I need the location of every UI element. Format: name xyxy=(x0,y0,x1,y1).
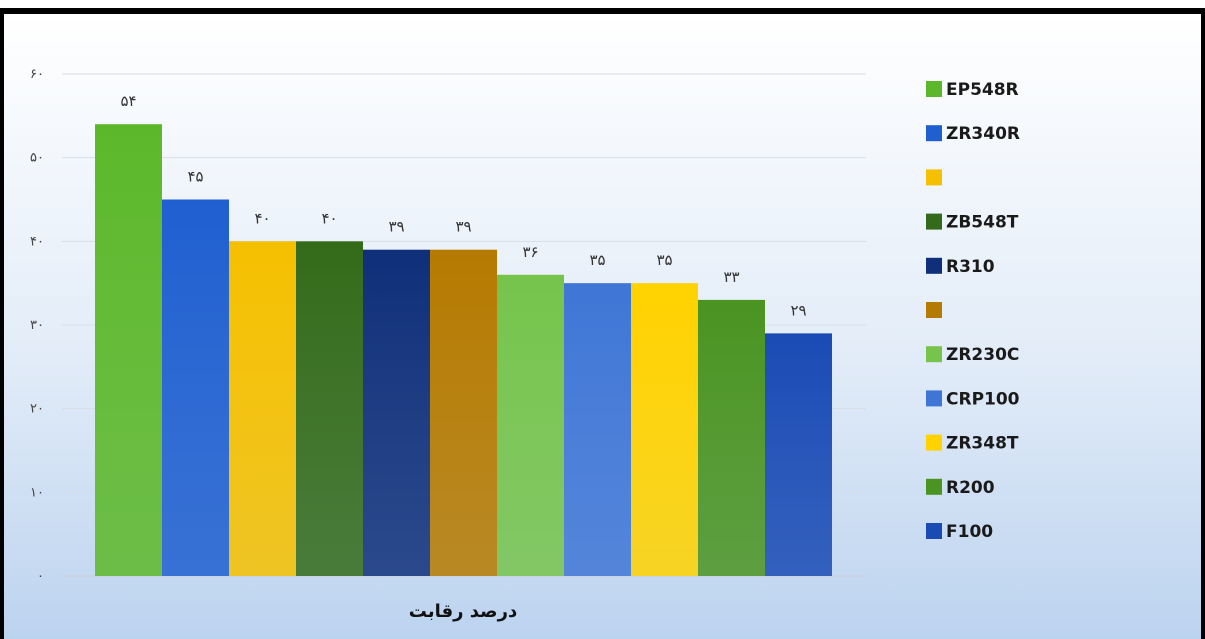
data-label: ۳۹ xyxy=(388,218,404,236)
data-label: ۴۵ xyxy=(187,168,203,186)
legend-entry: R200 xyxy=(946,478,995,498)
bar xyxy=(564,283,631,576)
bar xyxy=(296,241,363,577)
data-label: ۵۴ xyxy=(120,92,136,110)
legend-entry: CRP100 xyxy=(946,389,1020,409)
chart: ۰ ۱۰ ۲۰ ۳۰ ۴۰ ۵۰ ۶۰ ۵۴ ۴۵ ۴۰ ۴۰ ۳۹ ۳۹ ۳۶ ۳۵ ۳۵ ۳۳ ۲۹ EP5… xyxy=(4,14,1201,639)
bar xyxy=(765,333,832,576)
legend-swatch xyxy=(926,125,942,142)
bar xyxy=(698,299,765,576)
data-label: ۳۵ xyxy=(589,251,605,269)
bar xyxy=(430,249,497,576)
y-tick-label: ۰ xyxy=(37,569,44,584)
bars xyxy=(95,124,832,577)
data-label: ۳۳ xyxy=(723,268,739,286)
data-label: ۳۶ xyxy=(522,243,538,261)
bar xyxy=(162,199,229,576)
legend-entry: EP548R xyxy=(946,80,1019,100)
y-tick-label: ۴۰ xyxy=(30,234,44,249)
legend: EP548RZR340Rپلی استایرن انبساطی ۳۰۰ZB548… xyxy=(926,80,1020,542)
data-label: ۳۵ xyxy=(656,251,672,269)
bar xyxy=(497,274,564,576)
legend-swatch xyxy=(926,81,942,97)
legend-entry: ZR230C xyxy=(946,345,1019,365)
y-tick-label: ۵۰ xyxy=(30,151,44,166)
legend-swatch xyxy=(926,523,942,539)
bar xyxy=(631,283,698,576)
legend-entry: F100 xyxy=(946,522,993,542)
legend-swatch xyxy=(926,169,942,186)
data-label: ۲۹ xyxy=(790,301,806,319)
y-tick-label: ۲۰ xyxy=(30,402,44,417)
legend-entry: R310 xyxy=(946,257,995,277)
legend-entry: ZR340R xyxy=(946,124,1020,144)
legend-swatch xyxy=(926,213,942,230)
y-tick-label: ۶۰ xyxy=(30,67,44,82)
y-tick-label: ۱۰ xyxy=(30,485,44,500)
data-label: ۴۰ xyxy=(321,209,337,227)
legend-entry: ZB548T xyxy=(946,213,1019,233)
legend-swatch xyxy=(926,257,942,274)
legend-entry: ZR348T xyxy=(946,434,1019,454)
legend-swatch xyxy=(926,302,942,318)
legend-swatch xyxy=(926,434,942,451)
bar xyxy=(363,249,430,576)
bar xyxy=(229,241,296,577)
data-label: ۴۰ xyxy=(254,209,270,227)
y-tick-label: ۳۰ xyxy=(30,318,44,333)
bar xyxy=(95,124,162,576)
data-label: ۳۹ xyxy=(455,218,471,236)
legend-swatch xyxy=(926,390,942,407)
legend-swatch xyxy=(926,478,942,495)
chart-frame: ۰ ۱۰ ۲۰ ۳۰ ۴۰ ۵۰ ۶۰ ۵۴ ۴۵ ۴۰ ۴۰ ۳۹ ۳۹ ۳۶ ۳۵ ۳۵ ۳۳ ۲۹ EP5… xyxy=(0,8,1205,639)
legend-swatch xyxy=(926,346,942,363)
x-axis-label: درصد رقابت xyxy=(409,601,517,622)
data-labels: ۵۴ ۴۵ ۴۰ ۴۰ ۳۹ ۳۹ ۳۶ ۳۵ ۳۵ ۳۳ ۲۹ xyxy=(120,92,806,319)
y-axis-ticks: ۰ ۱۰ ۲۰ ۳۰ ۴۰ ۵۰ ۶۰ xyxy=(30,67,44,584)
